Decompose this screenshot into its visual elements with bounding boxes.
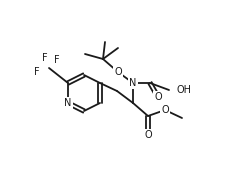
Text: N: N — [64, 98, 71, 108]
Text: F: F — [34, 67, 40, 77]
Text: O: O — [144, 130, 151, 140]
Text: O: O — [161, 105, 168, 115]
Text: O: O — [153, 92, 161, 102]
Text: O: O — [114, 67, 121, 77]
Text: N: N — [129, 78, 136, 88]
Text: OH: OH — [176, 85, 191, 95]
Text: F: F — [42, 53, 48, 63]
Text: F: F — [54, 55, 60, 65]
